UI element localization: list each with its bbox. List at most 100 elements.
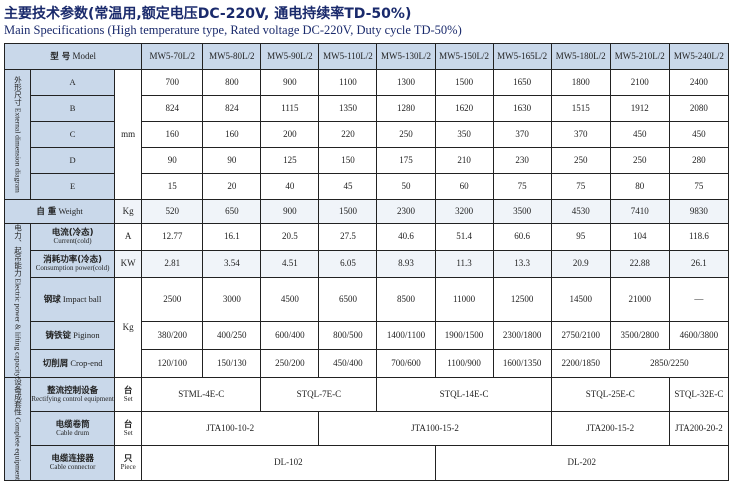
- spec-table: 型 号 Model MW5-70L/2 MW5-80L/2 MW5-90L/2 …: [3, 43, 730, 481]
- dim-cell: 175: [376, 147, 436, 174]
- weight-cell: 9830: [668, 199, 730, 224]
- model-header-en: Model: [72, 50, 96, 61]
- table-row: B 824 824 1115 1350 1280 1620 1630 1515 …: [5, 95, 730, 122]
- model-cell: MW5-150L/2: [434, 43, 494, 70]
- crop-cell: 1100/900: [434, 349, 494, 379]
- dim-cell: 900: [260, 69, 320, 96]
- weight-cell: 650: [202, 199, 262, 224]
- rectifier-unit: 台 Set: [114, 377, 143, 413]
- table-row: 外形尺寸 External dimension diagram A mm 700…: [3, 69, 730, 200]
- power-cell: 22.88: [609, 250, 670, 278]
- pig-cell: 800/500: [318, 321, 378, 351]
- dim-cell: 20: [202, 173, 262, 200]
- dim-cell: 824: [141, 95, 204, 122]
- dim-cell: 40: [260, 173, 320, 200]
- dim-cell: 824: [202, 95, 262, 122]
- dim-cell: 2080: [668, 95, 730, 122]
- crop-cell: 250/200: [260, 349, 320, 379]
- dim-label: A: [30, 69, 116, 96]
- weight-cell: 7410: [609, 199, 670, 224]
- ball-row: 钢球 Impact ball Kg 2500 3000 4500 6500 85…: [5, 276, 730, 379]
- current-cell: 12.77: [141, 223, 204, 251]
- dim-cell: 75: [550, 173, 611, 200]
- weight-cell: 1500: [318, 199, 378, 224]
- dim-label: D: [30, 147, 116, 174]
- dim-cell: 1800: [550, 69, 611, 96]
- weight-cell: 520: [141, 199, 204, 224]
- dim-cell: 50: [376, 173, 436, 200]
- ball-cell: 12500: [492, 276, 552, 323]
- dim-cell: 150: [318, 147, 378, 174]
- connector-label: 电缆连接器 Cable connector: [30, 444, 116, 481]
- dim-cell: 450: [609, 121, 670, 148]
- pig-cell: 2750/2100: [550, 321, 611, 351]
- pig-label: 铸铁锭 Piginon: [30, 321, 116, 351]
- power-cell: 4.51: [260, 250, 320, 278]
- model-header: 型 号 Model: [3, 43, 143, 70]
- drum-cell: JTA200-15-2: [550, 411, 670, 446]
- pig-cell: 600/400: [260, 321, 320, 351]
- crop-cell: 150/130: [202, 349, 262, 379]
- ball-cell: 8500: [376, 276, 436, 323]
- ball-cell: 4500: [260, 276, 320, 323]
- pig-cell: 3500/2800: [609, 321, 670, 351]
- crop-cell: 1600/1350: [492, 349, 552, 379]
- model-cell: MW5-180L/2: [550, 43, 611, 70]
- ball-label: 钢球 Impact ball: [30, 276, 116, 323]
- dim-cell: 280: [668, 147, 730, 174]
- current-label-en: Current(cold): [53, 237, 92, 246]
- ball-cell: —: [668, 276, 730, 323]
- ball-cell: 11000: [434, 276, 494, 323]
- power-label-en: Consumption power(cold): [35, 264, 110, 273]
- weight-cell: 3200: [434, 199, 494, 224]
- dim-cell: 230: [492, 147, 552, 174]
- dim-cell: 450: [668, 121, 730, 148]
- dim-cell: 2400: [668, 69, 730, 96]
- crop-cell: 2850/2250: [609, 349, 730, 379]
- pig-cell: 2300/1800: [492, 321, 552, 351]
- crop-cell: 700/600: [376, 349, 436, 379]
- model-cell: MW5-90L/2: [260, 43, 320, 70]
- drum-label-en: Cable drum: [56, 428, 90, 437]
- power-cell: 11.3: [434, 250, 494, 278]
- title-en: Main Specifications (High temperature ty…: [4, 23, 462, 37]
- crop-row: 切削屑 Crop-end 120/100 150/130 250/200 450…: [5, 349, 730, 379]
- dim-cell: 1515: [550, 95, 611, 122]
- dims-group-label: 外形尺寸 External dimension diagram: [3, 69, 32, 200]
- equip-group-label: 设备成套性 Complete equipment: [3, 377, 32, 481]
- title-cn: 主要技术参数(常温用,额定电压DC-220V, 通电持续率TD-50%): [4, 6, 412, 22]
- current-cell: 95: [550, 223, 611, 251]
- power-cell: 20.9: [550, 250, 611, 278]
- dim-cell: 1350: [318, 95, 378, 122]
- crop-label-cn: 切削屑: [42, 358, 69, 369]
- lift-unit: Kg: [114, 276, 143, 379]
- current-cell: 40.6: [376, 223, 436, 251]
- weight-cell: 2300: [376, 199, 436, 224]
- connector-cell: DL-202: [434, 444, 730, 481]
- current-label-cn: 电流(冷态): [51, 228, 94, 239]
- pig-label-en: Piginon: [73, 329, 100, 340]
- dim-cell: 1630: [492, 95, 552, 122]
- ball-label-cn: 钢球: [43, 294, 61, 305]
- table-row: E 15 20 40 45 50 60 75 75 80 75: [5, 173, 730, 200]
- dim-cell: 800: [202, 69, 262, 96]
- connector-cell: DL-102: [141, 444, 436, 481]
- dim-cell: 160: [141, 121, 204, 148]
- pig-cell: 4600/3800: [668, 321, 730, 351]
- dim-cell: 90: [202, 147, 262, 174]
- model-cell: MW5-130L/2: [376, 43, 436, 70]
- dim-cell: 250: [550, 147, 611, 174]
- current-cell: 51.4: [434, 223, 494, 251]
- drum-unit-en: Set: [123, 428, 133, 437]
- crop-label: 切削屑 Crop-end: [30, 349, 116, 379]
- rectifier-cell: STQL-14E-C: [376, 377, 552, 413]
- connector-row: 电缆连接器 Cable connector 只 Piece DL-102 DL-2…: [5, 444, 730, 481]
- weight-label-cn: 自 重: [36, 206, 57, 217]
- drum-label-cn: 电缆卷筒: [55, 419, 90, 430]
- power-cell: 26.1: [668, 250, 730, 278]
- current-row: 电力、起吊能力 Electric power & lifting capacit…: [3, 222, 730, 379]
- dim-cell: 1500: [434, 69, 494, 96]
- power-unit: KW: [114, 250, 143, 278]
- dim-cell: 370: [550, 121, 611, 148]
- dim-cell: 75: [492, 173, 552, 200]
